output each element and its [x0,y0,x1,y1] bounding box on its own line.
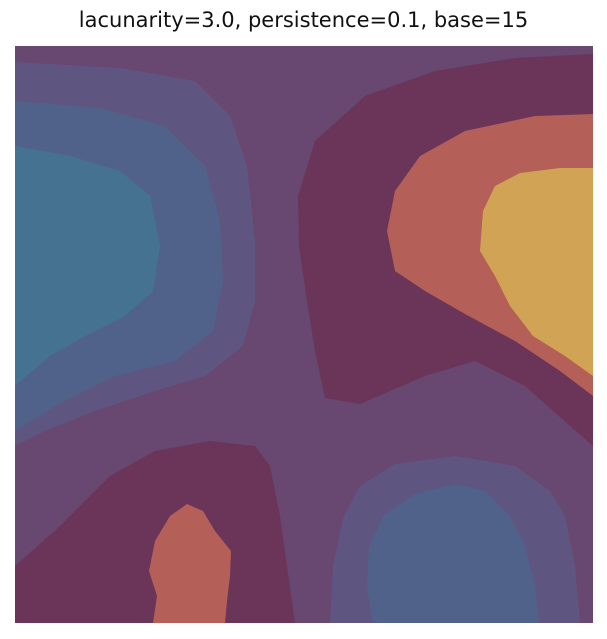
contour-plot [15,46,593,623]
contour-region-upper-left-level-0 [15,146,160,386]
contour-region-upper-right-level-6 [480,168,593,376]
contour-region-lower-left-level-5 [149,504,231,623]
contour-region-lower-right-level-1 [367,484,539,623]
chart-title: lacunarity=3.0, persistence=0.1, base=15 [78,8,529,32]
